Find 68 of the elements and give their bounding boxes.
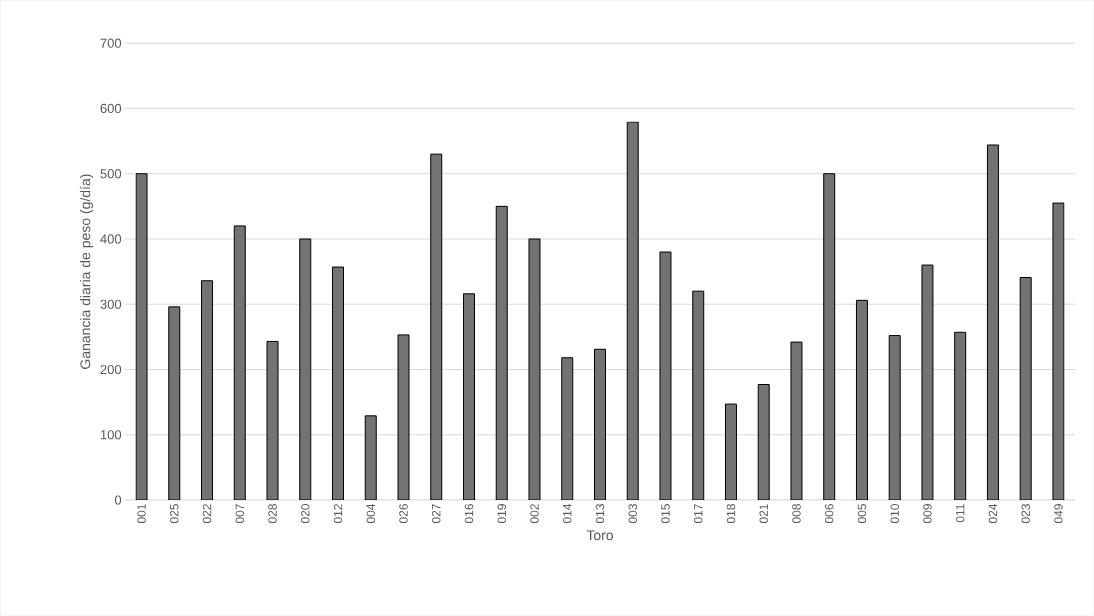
bar [332, 266, 345, 500]
x-tick-label: 027 [432, 504, 441, 524]
x-tick-label: 025 [170, 503, 179, 524]
x-tick-label: 028 [268, 504, 277, 524]
x-tick-label: 006 [824, 504, 834, 524]
bar [430, 153, 443, 500]
y-tick-label: 500 [100, 169, 122, 179]
bar [593, 348, 606, 500]
bar [790, 341, 803, 500]
x-tick-label: 020 [301, 503, 310, 524]
y-tick-label: 700 [100, 38, 122, 48]
x-tick-label: 005 [857, 503, 867, 524]
bar [1019, 276, 1032, 500]
bar [724, 403, 737, 500]
x-tick-label: 018 [726, 504, 736, 524]
x-tick-label: 001 [137, 504, 146, 524]
x-tick-label: 012 [333, 504, 343, 524]
bar [135, 173, 148, 500]
y-tick-label: 100 [100, 430, 122, 440]
x-tick-label: 011 [955, 504, 965, 523]
x-tick-label: 015 [661, 503, 670, 524]
bar [397, 334, 410, 500]
x-tick-label: 008 [792, 504, 801, 524]
bar [1052, 202, 1065, 500]
x-tick-label: 022 [202, 504, 212, 524]
y-tick-label: 600 [100, 103, 122, 113]
x-tick-label: 002 [530, 504, 539, 524]
bar [659, 251, 672, 500]
bar [233, 225, 246, 500]
bar [986, 144, 999, 500]
x-tick-label: 023 [1021, 504, 1030, 524]
x-tick-label: 049 [1054, 504, 1063, 524]
x-tick-label: 014 [563, 503, 572, 524]
bar [954, 331, 967, 500]
x-axis-title: Toro [586, 530, 614, 541]
bar [364, 415, 377, 500]
x-tick-label: 007 [235, 504, 245, 524]
bar [823, 173, 836, 500]
bar [495, 205, 508, 500]
bar [201, 280, 214, 500]
bar [888, 334, 901, 500]
x-tick-label: 016 [464, 504, 474, 524]
bar [757, 383, 770, 500]
x-tick-label: 026 [399, 504, 408, 524]
y-axis-title: Ganancia diaria de peso (g/día) [79, 174, 94, 369]
bar [855, 299, 868, 500]
y-tick-label: 300 [100, 299, 122, 309]
bar [463, 293, 475, 500]
bar [299, 238, 312, 500]
bar [266, 340, 279, 500]
bar [692, 290, 705, 500]
bar [168, 306, 181, 500]
x-tick-label: 021 [759, 504, 768, 524]
x-tick-label: 009 [923, 504, 932, 524]
x-tick-label: 004 [366, 503, 375, 524]
y-tick-label: 0 [114, 495, 122, 505]
x-tick-label: 017 [693, 504, 703, 524]
bar [528, 238, 541, 500]
bar [626, 121, 639, 500]
x-tick-label: 010 [890, 503, 899, 524]
bar [921, 264, 934, 500]
x-tick-label: 024 [988, 503, 998, 524]
bar [561, 357, 574, 500]
x-tick-label: 013 [595, 504, 605, 524]
y-tick-label: 400 [100, 234, 122, 244]
y-tick-label: 200 [100, 364, 122, 375]
x-tick-label: 003 [628, 504, 637, 524]
x-tick-label: 019 [497, 504, 506, 524]
